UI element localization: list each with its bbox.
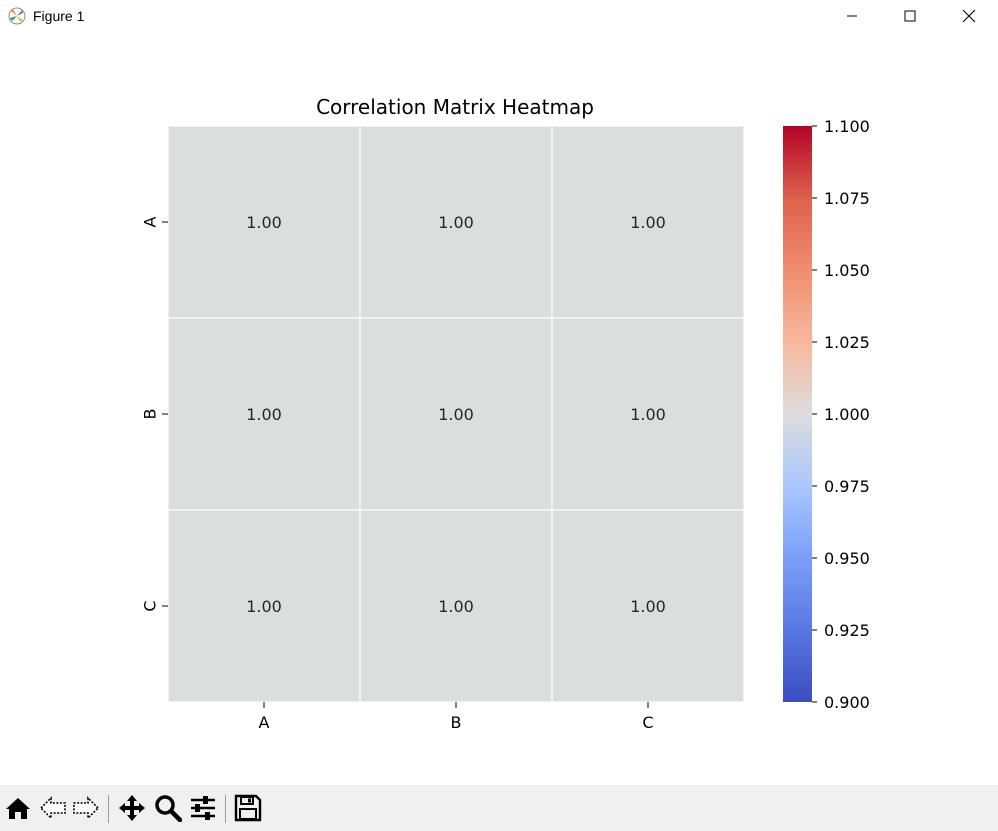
heatmap-cell (551, 509, 745, 703)
close-button[interactable] (940, 0, 998, 32)
colorbar (783, 126, 812, 702)
colorbar-tick-label: 1.050 (824, 261, 870, 280)
y-tick-label: B (141, 409, 160, 420)
chart-title: Correlation Matrix Heatmap (316, 95, 594, 119)
home-icon (6, 798, 30, 819)
colorbar-tick-label: 1.025 (824, 333, 870, 352)
heatmap-cell (551, 125, 745, 319)
colorbar-tick-label: 1.000 (824, 405, 870, 424)
window-titlebar: Figure 1 (0, 0, 998, 32)
forward-button[interactable] (71, 793, 101, 823)
cell-annotation: 1.00 (246, 597, 282, 616)
window-title: Figure 1 (33, 8, 85, 24)
colorbar-tick-label: 1.100 (824, 117, 870, 136)
matplotlib-app-icon (8, 7, 26, 25)
back-arrow-icon (39, 796, 66, 820)
maximize-icon (904, 10, 916, 22)
save-floppy-icon (234, 794, 262, 822)
figure-canvas[interactable]: Correlation Matrix Heatmap 1.00 1.00 1.00 1… (0, 32, 998, 785)
minimize-button[interactable] (823, 0, 881, 32)
cell-annotation: 1.00 (246, 213, 282, 232)
colorbar-tick-label: 1.075 (824, 189, 870, 208)
heatmap-chart: Correlation Matrix Heatmap 1.00 1.00 1.001… (141, 95, 870, 732)
y-tick-label: C (141, 600, 160, 611)
y-axis: A B C (141, 216, 168, 612)
colorbar-axis: 0.900 0.925 0.950 0.975 1.000 1.025 1.050 1.075… (812, 117, 870, 712)
configure-subplots-icon (191, 796, 215, 820)
colorbar-tick-label: 0.925 (824, 621, 870, 640)
x-tick-label: A (259, 713, 270, 732)
y-tick-label: A (141, 216, 160, 227)
colorbar-tick-label: 0.950 (824, 549, 870, 568)
x-axis: A B C (259, 702, 654, 732)
heatmap-cell (167, 509, 361, 703)
heatmap-cell (551, 317, 745, 511)
configure-subplots-button[interactable] (188, 793, 218, 823)
toolbar-separator (108, 795, 109, 823)
cell-annotation: 1.00 (438, 597, 474, 616)
colorbar-tick-label: 0.900 (824, 693, 870, 712)
zoom-button[interactable] (153, 793, 183, 823)
zoom-magnifier-icon (155, 795, 182, 822)
home-button[interactable] (3, 793, 33, 823)
x-tick-label: B (451, 713, 462, 732)
heatmap-cell (167, 317, 361, 511)
cell-annotation: 1.00 (438, 213, 474, 232)
cell-annotation: 1.00 (630, 213, 666, 232)
heatmap-cell (167, 125, 361, 319)
cell-annotation: 1.00 (630, 597, 666, 616)
heatmap-cell (359, 317, 553, 511)
minimize-icon (847, 15, 857, 17)
cell-annotation: 1.00 (630, 405, 666, 424)
forward-arrow-icon (73, 796, 100, 820)
pan-move-icon (119, 795, 145, 821)
heatmap-cells: 1.00 1.00 1.00 1.00 1.00 1.00 1.00 1.00 1.00 (167, 125, 745, 703)
x-tick-label: C (642, 713, 653, 732)
pan-button[interactable] (117, 793, 147, 823)
toolbar-separator (225, 795, 226, 823)
colorbar-tick-label: 0.975 (824, 477, 870, 496)
maximize-button[interactable] (881, 0, 939, 32)
navigation-toolbar (0, 785, 998, 831)
close-icon (962, 9, 976, 23)
back-button[interactable] (38, 793, 68, 823)
save-button[interactable] (233, 793, 263, 823)
cell-annotation: 1.00 (438, 405, 474, 424)
cell-annotation: 1.00 (246, 405, 282, 424)
